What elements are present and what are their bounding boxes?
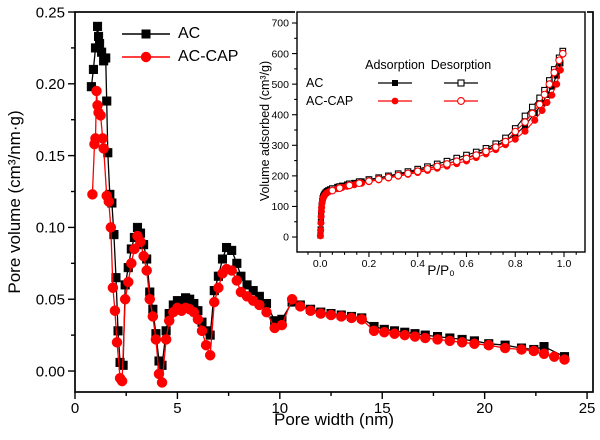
open-square-marker-icon [457,79,465,87]
inset-x-tick-label: 1.0 [557,258,572,270]
inset-y-tick-label: 700 [271,18,289,30]
inset-x-tick-label: 0.0 [313,258,328,270]
main-y-tick-label: 0.10 [36,220,65,237]
ac-line-sample [122,29,170,38]
inset-legend-label-ac: AC [306,75,324,90]
inset-y-tick-label: 500 [271,79,289,91]
inset-chart: 0.0 0.2 0.4 0.6 0.8 1.0 0 100 200 300 400 500 600 700 [271,10,587,270]
inset-x-tick-label: 0.6 [459,258,474,270]
inset-legend-header-desorption: Desorption [430,57,492,72]
main-x-tick-label: 0 [71,400,79,417]
inset-y-tick-label: 200 [271,171,289,183]
ac-adsorption-swatch [360,78,430,88]
inset-legend-label-ac-cap: AC-CAP [306,93,354,108]
filled-square-marker-icon [392,80,398,86]
series-ac-cap [87,85,570,388]
inset-x-tick-label: 0.8 [508,258,523,270]
main-legend: AC AC-CAP [121,22,238,68]
main-y-tick-label: 0.05 [36,291,65,308]
filled-square-marker-icon [141,29,151,38]
main-legend-item-ac-cap: AC-CAP [121,45,238,68]
main-x-axis-title: Pore width (nm) [274,410,394,429]
ac-adsorption-sample [378,80,412,86]
main-y-axis-title: Pore volume (cm³/nm·g) [5,110,24,294]
main-legend-label-ac-cap: AC-CAP [178,47,239,65]
main-chart: 0 5 10 15 20 250.000.050.100.150.200.25 [36,4,596,417]
main-y-tick-label: 0.20 [36,76,65,93]
main-y-tick-label: 0.00 [36,363,65,380]
main-x-tick-label: 5 [173,400,181,417]
ac-cap-adsorption-sample [378,97,412,105]
main-x-tick-label: 10 [271,400,288,417]
inset-axes: 0.0 0.2 0.4 0.6 0.8 1.0 0 100 200 300 400 500 600 700 [271,11,586,270]
ac-cap-line-sample [122,51,170,62]
main-x-tick-label: 15 [374,400,391,417]
inset-legend: Adsorption Desorption AC AC-CAP [306,56,492,110]
ac-cap-desorption-swatch [430,96,492,106]
series-ac-cap-desorption [328,49,567,195]
inset-x-tick-label: 0.2 [362,258,377,270]
ac-desorption-sample [444,79,478,87]
inset-y-tick-label: 600 [271,48,289,60]
inset-legend-header-adsorption: Adsorption [365,57,425,72]
inset-y-tick-label: 0 [283,232,289,244]
main-x-tick-label: 20 [476,400,493,417]
main-legend-label-ac: AC [178,24,201,42]
inset-x-axis-title: P/P₀ [427,263,455,278]
inset-y-tick-label: 400 [271,109,289,121]
main-y-tick-label: 0.15 [36,148,65,165]
main-legend-item-ac: AC [121,22,238,45]
open-circle-marker-icon [457,97,465,105]
inset-x-tick-label: 0.4 [410,258,425,270]
inset-y-tick-label: 300 [271,140,289,152]
main-x-tick-label: 25 [579,400,596,417]
inset-y-axis-title: Volume adsorbed (cm³/g) [258,60,272,202]
filled-circle-marker-icon [391,97,399,105]
main-y-tick-label: 0.25 [36,4,65,21]
filled-circle-marker-icon [140,51,152,62]
main-axes: 0 5 10 15 20 250.000.050.100.150.200.25 [36,4,596,417]
inset-y-tick-label: 100 [271,201,289,213]
ac-cap-desorption-sample [444,97,478,105]
ac-desorption-swatch [430,78,492,88]
ac-cap-adsorption-swatch [360,96,430,106]
